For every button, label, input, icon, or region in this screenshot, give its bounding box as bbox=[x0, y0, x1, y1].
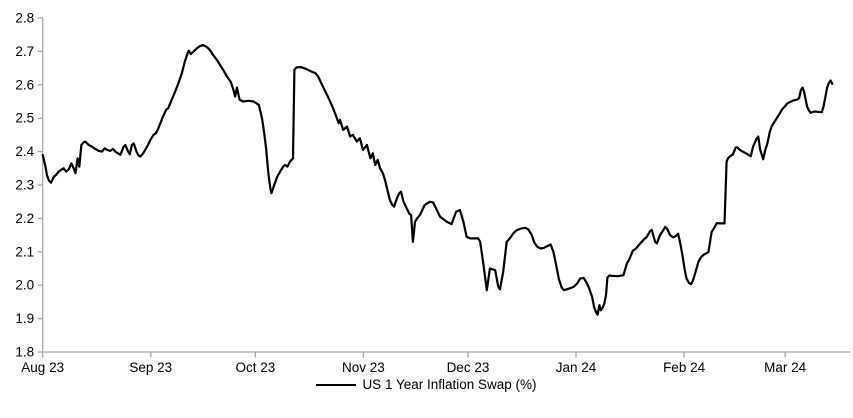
y-tick-label: 2.3 bbox=[15, 178, 34, 193]
y-tick-label: 2.1 bbox=[15, 244, 34, 259]
y-tick-label: 2.8 bbox=[15, 11, 34, 26]
x-tick-label: Sep 23 bbox=[129, 360, 172, 375]
y-tick-label: 2.6 bbox=[15, 77, 34, 92]
y-tick-label: 1.8 bbox=[15, 345, 34, 360]
y-tick-label: 2.4 bbox=[15, 144, 34, 159]
x-tick-label: Jan 24 bbox=[556, 360, 597, 375]
legend: US 1 Year Inflation Swap (%) bbox=[0, 377, 853, 392]
x-tick-label: Nov 23 bbox=[342, 360, 385, 375]
y-tick-label: 2.2 bbox=[15, 211, 34, 226]
y-tick-label: 2.0 bbox=[15, 278, 34, 293]
y-tick-label: 2.5 bbox=[15, 111, 34, 126]
x-tick-label: Feb 24 bbox=[663, 360, 706, 375]
x-tick-label: Mar 24 bbox=[764, 360, 807, 375]
y-tick-label: 2.7 bbox=[15, 44, 34, 59]
legend-label: US 1 Year Inflation Swap (%) bbox=[362, 377, 537, 392]
x-tick-label: Dec 23 bbox=[447, 360, 490, 375]
x-tick-label: Aug 23 bbox=[21, 360, 64, 375]
y-tick-label: 1.9 bbox=[15, 311, 34, 326]
series-line bbox=[41, 43, 834, 316]
legend-line-sample bbox=[316, 383, 357, 386]
x-tick-label: Oct 23 bbox=[235, 360, 275, 375]
